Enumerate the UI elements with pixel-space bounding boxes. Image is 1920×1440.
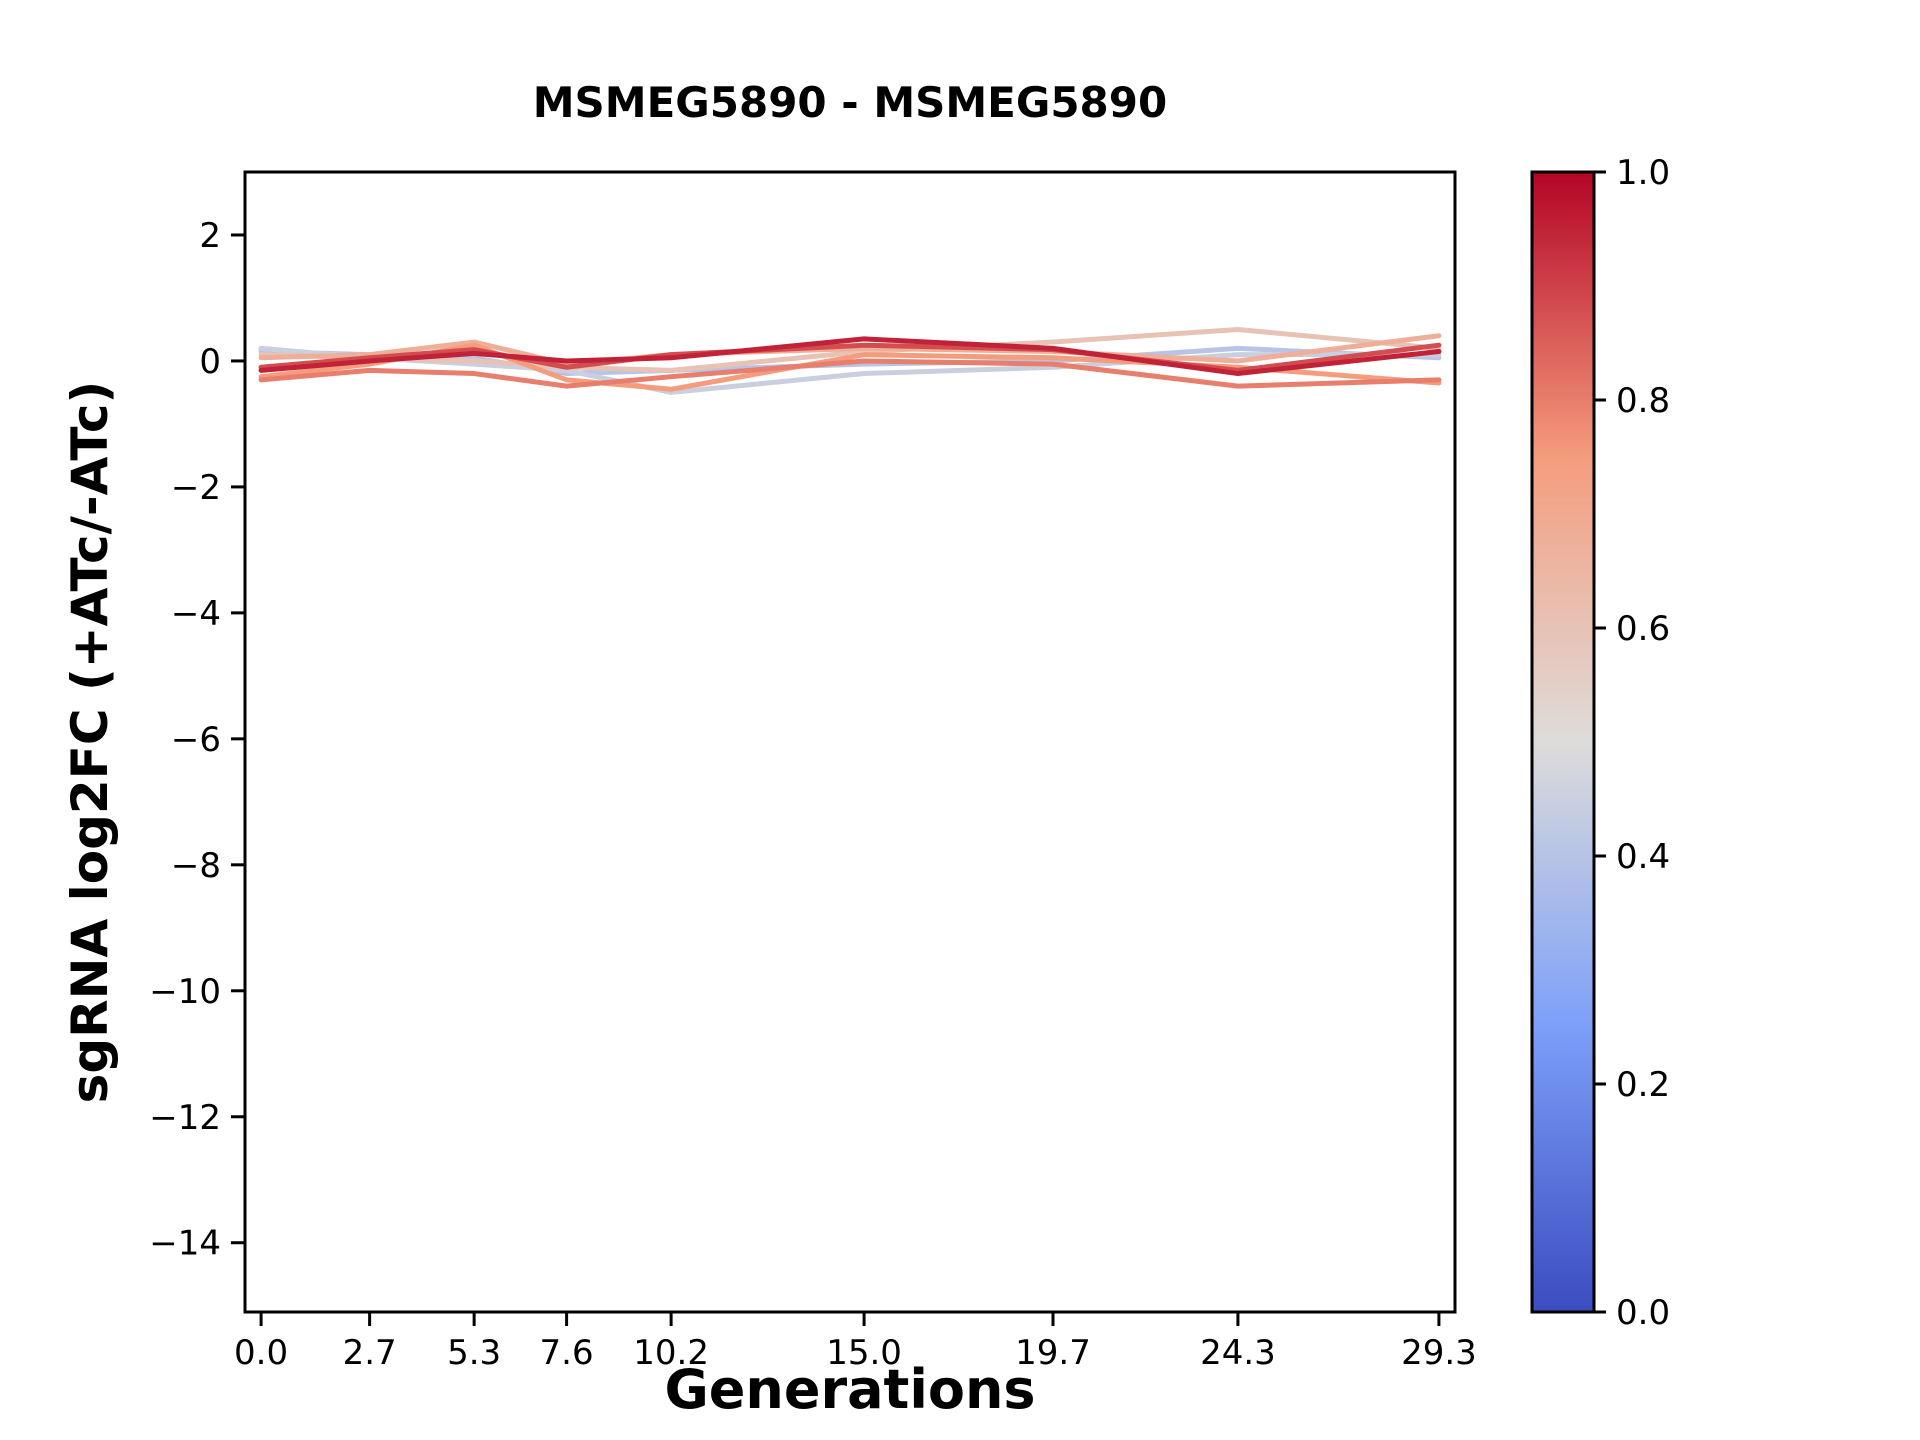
colorbar <box>1532 172 1594 1312</box>
x-tick-label: 24.3 <box>1200 1333 1276 1373</box>
x-tick-label: 7.6 <box>540 1333 594 1373</box>
x-tick-label: 2.7 <box>343 1333 397 1373</box>
chart-title: MSMEG5890 - MSMEG5890 <box>532 78 1168 127</box>
x-axis-label: Generations <box>664 1358 1036 1421</box>
y-tick-label: −4 <box>171 594 221 634</box>
y-tick-label: −2 <box>171 468 221 508</box>
y-axis-ticks-group: 2 0 −2 −4 −6 −8 −10 −12 −14 <box>149 216 245 1264</box>
x-tick-label: 19.7 <box>1015 1333 1091 1373</box>
x-tick-label: 10.2 <box>633 1333 709 1373</box>
y-tick-label: −10 <box>149 972 221 1012</box>
series-line-sgRNA_1 <box>258 336 1442 377</box>
series-line-sgRNA_3 <box>258 358 1442 389</box>
colorbar-tick-label: 0.6 <box>1616 609 1670 649</box>
x-tick-label: 29.3 <box>1401 1333 1477 1373</box>
y-tick-label: −14 <box>149 1224 221 1264</box>
colorbar-ticks-group: 0.0 0.2 0.4 0.6 0.8 1.0 <box>1594 153 1670 1333</box>
colorbar-tick-label: 0.0 <box>1616 1293 1670 1333</box>
x-tick-label: 5.3 <box>447 1333 501 1373</box>
colorbar-tick-label: 0.2 <box>1616 1065 1670 1105</box>
y-tick-label: 0 <box>199 342 221 382</box>
colorbar-border <box>1530 170 1596 1314</box>
x-axis-ticks-group: 0.0 2.7 5.3 7.6 10.2 15.0 19.7 24.3 29.3 <box>234 1312 1477 1373</box>
x-tick-label: 15.0 <box>826 1333 902 1373</box>
series-lines-group <box>258 326 1442 395</box>
colorbar-tick-label: 0.4 <box>1616 837 1670 877</box>
y-tick-label: −8 <box>171 846 221 886</box>
colorbar-tick-label: 0.8 <box>1616 381 1670 421</box>
y-tick-label: −12 <box>149 1098 221 1138</box>
plot-border <box>243 170 1457 1314</box>
colorbar-tick-label: 1.0 <box>1616 153 1670 193</box>
x-tick-label: 0.0 <box>234 1333 288 1373</box>
y-tick-label: 2 <box>199 216 221 256</box>
y-tick-label: −6 <box>171 720 221 760</box>
